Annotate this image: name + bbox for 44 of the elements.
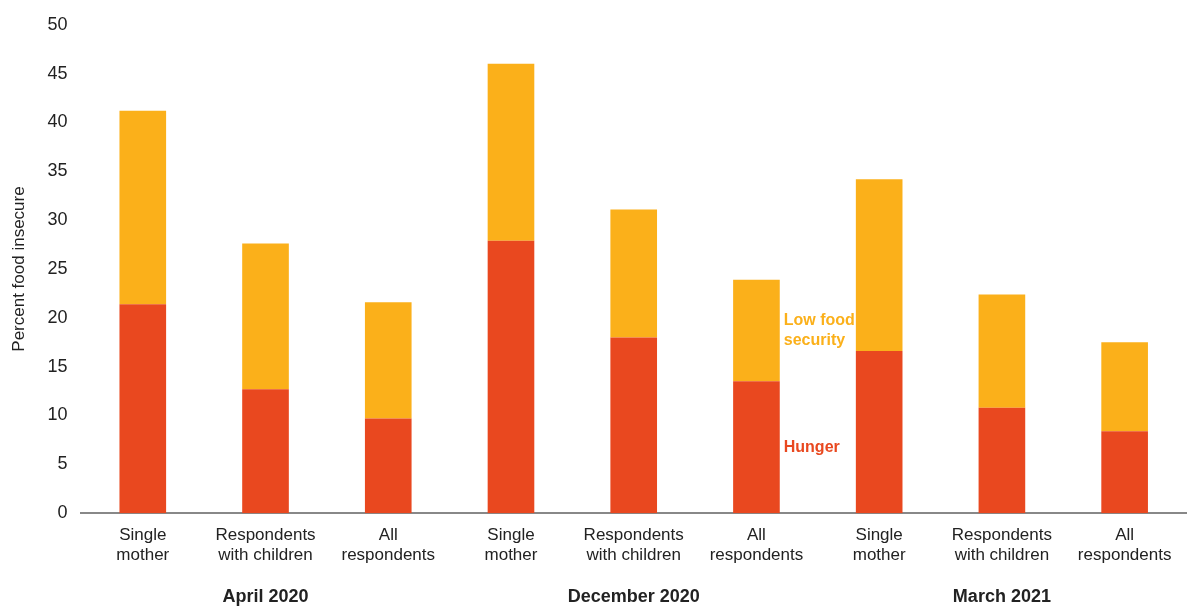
y-tick-label: 40 <box>47 111 68 132</box>
y-axis-title: Percent food insecure <box>8 186 28 352</box>
y-tick-label: 0 <box>57 502 68 523</box>
bar <box>733 279 780 382</box>
bar <box>733 381 780 514</box>
x-tick-label: Single mother <box>484 525 538 565</box>
y-tick-label: 35 <box>47 160 68 181</box>
series-label: Low food security <box>783 310 855 348</box>
bar <box>855 351 903 514</box>
x-tick-label: All respondents <box>1077 525 1172 565</box>
x-tick-label: All respondents <box>709 525 804 565</box>
bar <box>364 418 412 514</box>
bar <box>978 407 1026 514</box>
x-tick-label: All respondents <box>341 525 436 565</box>
bar <box>978 294 1026 408</box>
y-tick-label: 50 <box>47 13 68 34</box>
series-label: Hunger <box>783 437 840 455</box>
y-tick-label: 20 <box>47 306 68 327</box>
y-tick-label: 25 <box>47 257 68 278</box>
x-tick-label: Single mother <box>852 525 906 565</box>
bar <box>364 302 412 419</box>
bar <box>610 337 658 514</box>
bar <box>487 240 535 514</box>
text: December 2020 <box>567 585 700 606</box>
bar <box>242 243 289 390</box>
x-tick-label: Single mother <box>116 525 170 565</box>
y-tick-label: 5 <box>57 453 68 474</box>
bar <box>610 209 658 338</box>
x-tick-label: Respondents with children <box>951 525 1052 565</box>
y-tick-label: 45 <box>47 62 68 83</box>
bar <box>855 179 903 352</box>
bar <box>119 304 167 514</box>
text: April 2020 <box>222 585 309 606</box>
bar <box>1101 431 1148 514</box>
y-tick-label: 15 <box>47 355 68 376</box>
bar <box>242 389 289 514</box>
y-tick-label: 10 <box>47 404 68 425</box>
x-tick-label: Respondents with children <box>215 525 316 565</box>
bar <box>119 110 167 305</box>
bar <box>487 63 535 241</box>
text: March 2021 <box>952 585 1051 606</box>
y-tick-label: 30 <box>47 209 68 230</box>
x-tick-label: Respondents with children <box>583 525 684 565</box>
bar <box>1101 342 1148 432</box>
